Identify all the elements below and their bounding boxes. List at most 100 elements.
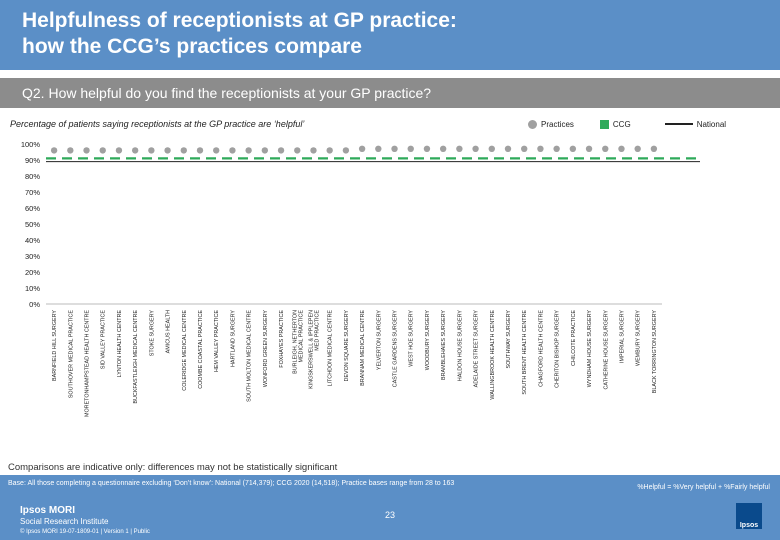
x-tick-label: BRAMBLEHAIES SURGERY: [441, 310, 447, 380]
practice-point: [521, 145, 528, 152]
x-tick-label: HEM VALLEY PRACTICE: [214, 310, 220, 373]
x-tick-label: YELVERTON SURGERY: [376, 310, 382, 371]
practice-point: [131, 147, 139, 154]
y-tick-label: 80%: [25, 172, 40, 181]
legend-practices-label: Practices: [541, 119, 574, 129]
ipsos-logo-text: Ipsos: [739, 522, 759, 529]
legend-ccg-label: CCG: [612, 119, 631, 129]
x-tick-label: CHILCOTE PRACTICE: [571, 310, 577, 366]
practice-point: [618, 145, 625, 152]
practice-point: [472, 145, 479, 152]
x-tick-label: IMPERIAL SURGERY: [619, 310, 625, 363]
x-tick-label: LITCHDON MEDICAL CENTRE: [328, 310, 334, 387]
practice-point: [342, 147, 350, 154]
x-tick-label: BUCKFASTLEIGH MEDICAL CENTRE: [133, 310, 139, 404]
practice-point: [180, 147, 187, 154]
footer-band: Base: All those completing a questionnai…: [0, 475, 780, 540]
practice-point: [504, 145, 512, 152]
practice-point: [261, 147, 269, 154]
x-tick-label: WYNDHAM HOUSE SURGERY: [587, 310, 593, 388]
x-tick-label: ADELAIDE STREET SURGERY: [474, 310, 480, 388]
legend-practices: Practices: [528, 119, 574, 129]
practice-point: [391, 145, 398, 152]
brand: Ipsos MORI Social Research Institute: [20, 505, 109, 527]
practice-point: [456, 145, 463, 152]
y-tick-label: 50%: [25, 220, 40, 229]
practice-point: [650, 145, 658, 152]
practice-point: [67, 147, 74, 154]
practice-point: [602, 145, 609, 152]
x-tick-label: CHERITON BISHOP SURGERY: [555, 310, 561, 388]
x-tick-label: MEDICAL PRACTICE: [298, 310, 304, 363]
practice-point: [439, 145, 447, 152]
ccg-marker-icon: [599, 119, 609, 129]
caveat-text: Comparisons are indicative only: differe…: [8, 462, 338, 473]
practice-point: [99, 147, 106, 154]
x-tick-label: SID VALLEY PRACTICE: [101, 310, 107, 370]
x-tick-label: HARTLAND SURGERY: [230, 310, 236, 367]
practice-point: [423, 145, 431, 152]
x-tick-label: MORETONHAMPSTEAD HEALTH CENTRE: [85, 310, 91, 417]
y-tick-label: 10%: [25, 284, 40, 293]
footer-text: © Ipsos MORI 19-07-1809-01 | Version 1 |…: [20, 529, 150, 535]
y-tick-label: 20%: [25, 268, 40, 277]
y-tick-label: 30%: [25, 252, 40, 261]
x-tick-label: FOXHAYES PRACTICE: [279, 310, 285, 368]
page-title-line1: Helpfulness of receptionists at GP pract…: [22, 9, 457, 32]
y-tick-label: 90%: [25, 156, 40, 165]
practice-point: [375, 145, 382, 152]
brand-sub: Social Research Institute: [20, 517, 109, 526]
practice-point: [277, 147, 285, 154]
chart-legend: Practices CCG National: [528, 117, 726, 131]
practice-point: [213, 147, 220, 154]
page-title-line2: how the CCG’s practices compare: [22, 35, 362, 58]
question-band: Q2. How helpful do you find the receptio…: [0, 78, 780, 108]
practice-point: [164, 147, 171, 154]
x-tick-label: DEVON SQUARE SURGERY: [344, 310, 350, 382]
practice-point: [294, 147, 301, 154]
y-tick-label: 40%: [25, 236, 40, 245]
x-tick-label: STOKE SURGERY: [149, 310, 155, 357]
practice-point: [50, 147, 58, 154]
practice-point: [358, 145, 366, 152]
y-tick-label: 100%: [21, 140, 41, 149]
practice-point: [585, 145, 593, 152]
chart: 0% 10% 20% 30% 40% 50% 60% 70% 80% 90% 100% BARNFIE…: [21, 140, 700, 417]
x-tick-label: BRANNAM MEDICAL CENTRE: [360, 310, 366, 386]
page-title: Helpfulness of receptionists at GP pract…: [22, 8, 457, 60]
y-tick-label: 60%: [25, 204, 40, 213]
practice-point: [553, 145, 560, 152]
practice-point: [310, 147, 317, 154]
practice-point: [196, 147, 204, 154]
practice-point: [634, 145, 641, 152]
definition-note: %Helpful = %Very helpful + %Fairly helpf…: [637, 484, 770, 491]
practice-point: [569, 145, 577, 152]
practice-point: [83, 147, 90, 154]
legend-national: National: [664, 120, 726, 129]
x-tick-label: SOUTH BRENT HEALTH CENTRE: [522, 310, 528, 395]
practice-point: [229, 147, 236, 154]
x-tick-label: COLERIDGE MEDICAL CENTRE: [182, 310, 188, 391]
y-tick-label: 70%: [25, 188, 40, 197]
practice-marker-icon: [528, 119, 537, 129]
practice-point: [488, 145, 495, 152]
x-tick-label: WALLINGBROOK HEALTH CENTRE: [490, 310, 496, 400]
chart-subtitle: Percentage of patients saying receptioni…: [10, 119, 305, 129]
x-tick-label: BLACK TORRINGTON SURGERY: [652, 310, 658, 394]
practice-point: [537, 145, 544, 152]
x-tick-label: COOMBE COASTAL PRACTICE: [198, 310, 204, 389]
x-tick-label: CATHERINE HOUSE SURGERY: [603, 310, 609, 390]
x-tick-label: BURLEIGH, NETHERTON: [292, 310, 298, 374]
practice-point: [407, 145, 414, 152]
national-line-icon: [664, 123, 693, 125]
x-tick-label: AMICUS HEALTH: [166, 310, 172, 353]
x-tick-label: WONFORD GREEN SURGERY: [263, 310, 269, 388]
page-number: 23: [384, 510, 395, 520]
x-tick-label: CHAGFORD HEALTH CENTRE: [538, 310, 544, 387]
practice-point: [326, 147, 333, 154]
practice-point: [245, 147, 252, 154]
x-tick-label: SOUTHOVER MEDICAL PRACTICE: [68, 310, 74, 399]
practice-point: [115, 147, 123, 154]
brand-name: Ipsos MORI: [20, 505, 76, 516]
x-tick-label: HALDON HOUSE SURGERY: [457, 310, 463, 382]
